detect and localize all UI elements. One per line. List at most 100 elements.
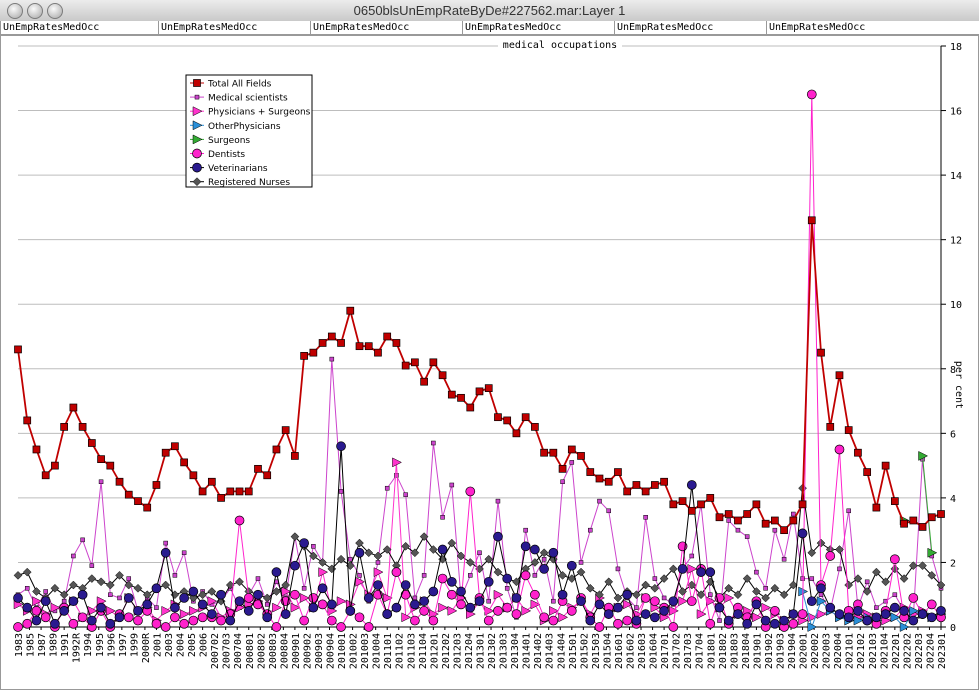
x-tick-label: 201704 [695, 633, 706, 669]
data-point-nurses [59, 590, 69, 600]
data-point-total [503, 416, 512, 425]
data-point-total [281, 426, 290, 434]
data-point-vets [871, 612, 882, 623]
data-point-medsci [800, 576, 805, 581]
data-point-physsurg [32, 596, 43, 607]
data-point-vets [437, 544, 448, 555]
data-point-total [817, 348, 825, 357]
x-tick-label: 201903 [775, 633, 786, 669]
data-point-total [632, 481, 641, 489]
data-point-medsci [126, 576, 132, 581]
x-tick-label: 1995 [95, 633, 106, 657]
data-point-medsci [837, 566, 842, 572]
data-point-total [521, 413, 530, 422]
data-point-vets [96, 602, 106, 613]
data-point-total [771, 516, 779, 525]
series-tab[interactable]: UnEmpRatesMedOcc [766, 21, 979, 34]
data-point-physsurg [207, 596, 218, 607]
x-tick-label: 202204 [925, 633, 936, 669]
data-point-nurses [742, 574, 752, 583]
data-point-vets [862, 615, 873, 626]
close-button[interactable] [7, 3, 23, 19]
x-tick-label: 1999 [129, 633, 140, 657]
x-tick-label: 1994 [83, 633, 94, 657]
data-point-dentists [834, 444, 845, 455]
data-point-nurses [539, 548, 549, 558]
minimize-button[interactable] [27, 3, 43, 19]
data-point-total [807, 216, 816, 225]
series-tab[interactable]: UnEmpRatesMedOcc [158, 21, 311, 34]
data-point-dentists [483, 615, 494, 626]
data-point-vets [677, 564, 688, 574]
series-tab[interactable]: UnEmpRatesMedOcc [310, 21, 463, 34]
data-point-total [115, 477, 124, 486]
data-point-medsci [80, 537, 85, 543]
x-tick-label: 2000R [141, 632, 152, 663]
data-point-total [392, 339, 401, 347]
data-point-nurses [761, 593, 770, 603]
data-point-medsci [864, 579, 870, 585]
data-point-total [826, 423, 835, 431]
data-point-medsci [89, 563, 95, 568]
data-point-physsurg [272, 602, 282, 613]
data-point-vets [640, 609, 651, 619]
data-point-total [614, 468, 622, 476]
legend-label: Veterinarians [208, 164, 268, 174]
zoom-button[interactable] [47, 3, 63, 19]
x-tick-label: 201801 [706, 633, 717, 669]
series-tab[interactable]: UnEmpRatesMedOcc [0, 21, 159, 34]
series-tab[interactable]: UnEmpRatesMedOcc [614, 21, 767, 34]
x-tick-label: 201204 [464, 633, 475, 669]
data-point-vets [594, 599, 605, 610]
y-tick-label: 10 [950, 300, 962, 311]
x-tick-label: 201504 [602, 633, 613, 669]
data-point-otherphys [890, 612, 901, 623]
data-point-dentists [133, 615, 143, 626]
data-point-physsurg [392, 457, 402, 468]
data-point-vets [585, 615, 596, 626]
data-point-vets [465, 602, 476, 613]
data-point-medsci [43, 589, 48, 594]
x-tick-label: 201104 [418, 633, 429, 669]
data-point-vets [317, 583, 328, 594]
data-point-medsci [726, 518, 731, 523]
data-point-total [337, 339, 345, 347]
data-point-total [429, 358, 438, 367]
data-point-vets [520, 541, 531, 552]
y-tick-label: 8 [950, 365, 956, 376]
data-point-physsurg [669, 605, 679, 616]
series-tab[interactable]: UnEmpRatesMedOcc [462, 21, 615, 34]
x-tick-label: 201301 [476, 633, 487, 669]
data-point-dentists [908, 593, 919, 603]
data-point-medsci [846, 508, 851, 514]
data-point-medsci [892, 592, 898, 597]
data-point-vets [576, 596, 586, 607]
data-point-surgeons [927, 547, 938, 558]
data-point-nurses [272, 587, 281, 596]
x-tick-label: 201901 [752, 633, 763, 669]
legend-box [185, 74, 313, 188]
data-point-medsci [348, 556, 353, 562]
data-point-vets [456, 586, 466, 597]
y-tick-label: 0 [950, 623, 956, 634]
data-point-total [244, 487, 253, 496]
data-point-vets [917, 609, 928, 619]
data-point-physsurg [355, 576, 366, 587]
data-point-total [540, 448, 548, 457]
data-point-vets [483, 576, 494, 587]
data-point-dentists [410, 615, 420, 626]
data-point-medsci [597, 498, 602, 504]
y-tick-label: 2 [950, 558, 956, 569]
chart-title-bg [498, 38, 622, 50]
data-point-medsci [301, 586, 307, 591]
chart-title: medical occupations [503, 40, 617, 51]
x-tick-label: 200904 [326, 633, 337, 669]
data-point-nurses [447, 538, 457, 548]
data-point-nurses [576, 567, 586, 577]
data-point-total [411, 358, 419, 367]
data-point-vets [899, 606, 909, 616]
data-point-nurses [595, 590, 604, 600]
data-point-nurses [899, 574, 909, 583]
x-tick-label: 200703 [222, 633, 233, 669]
data-point-nurses [650, 583, 660, 593]
